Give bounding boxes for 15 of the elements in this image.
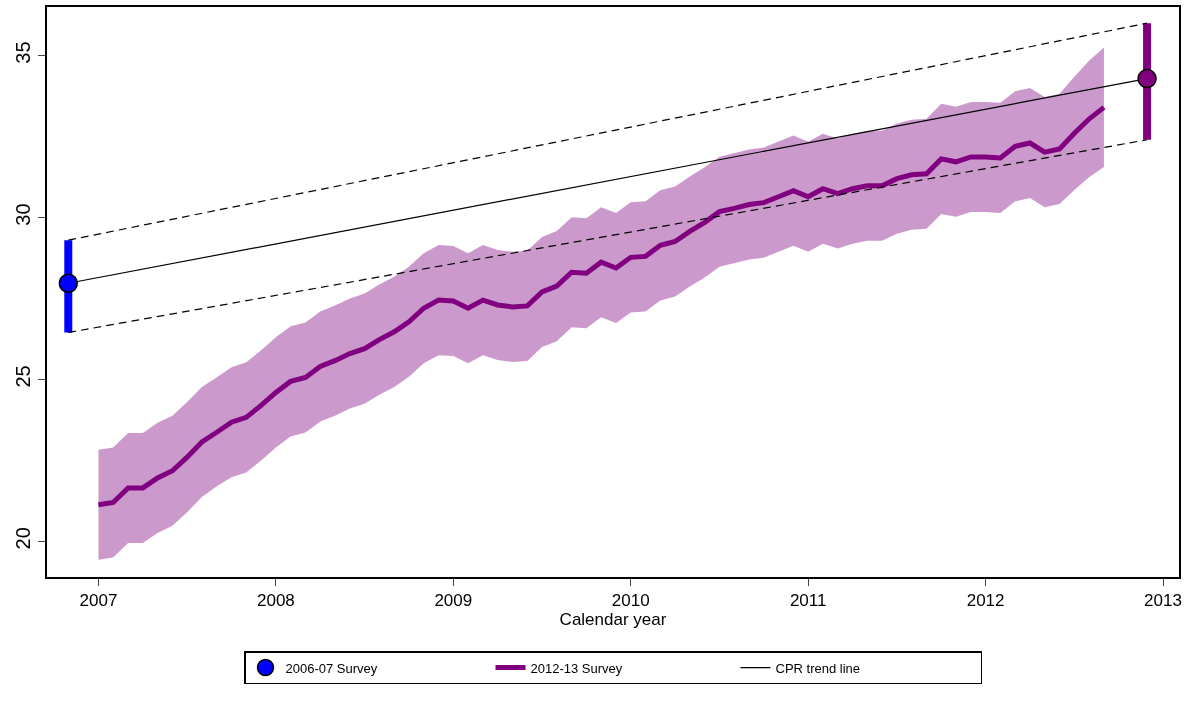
y-tick-label: 20: [12, 527, 35, 550]
legend-label: CPR trend line: [775, 660, 861, 676]
y-tick-label: 35: [12, 41, 35, 64]
x-tick-label: 2007: [79, 591, 118, 611]
legend-label: 2012-13 Survey: [530, 660, 623, 676]
x-tick-label: 2011: [789, 591, 827, 611]
x-tick-label: 2013: [1144, 591, 1182, 611]
x-axis-title: Calendar year: [559, 610, 667, 630]
x-tick-label: 2010: [611, 591, 650, 611]
x-tick-label: 2008: [256, 591, 295, 611]
y-tick-label: 25: [12, 365, 35, 388]
y-tick-label: 30: [12, 203, 35, 226]
legend-label: 2006-07 Survey: [285, 660, 378, 676]
x-tick-label: 2009: [434, 591, 473, 611]
x-tick-label: 2012: [966, 591, 1005, 611]
